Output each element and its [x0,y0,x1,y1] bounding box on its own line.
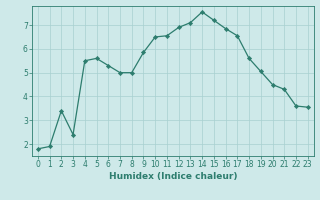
X-axis label: Humidex (Indice chaleur): Humidex (Indice chaleur) [108,172,237,181]
